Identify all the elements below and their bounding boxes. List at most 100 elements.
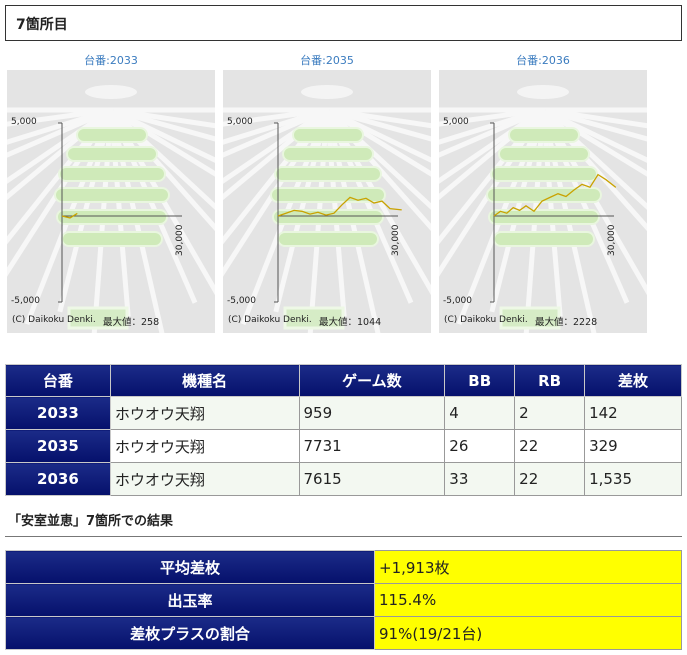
- x-tick-label: 30,000: [391, 224, 401, 257]
- copyright-label: (C) Daikoku Denki.: [228, 315, 312, 325]
- game-count: 7731: [298, 429, 446, 463]
- decor-ray: [109, 107, 215, 163]
- graph-panel-2035: 台番:2035 5,000 -5,000 30,000 最大値：1044 (C) Dai…: [223, 52, 431, 333]
- copyright-label: (C) Daikoku Denki.: [12, 315, 96, 325]
- decor-top: [85, 85, 137, 99]
- machine-name: ホウオウ天翔: [109, 429, 300, 463]
- rb-count: 22: [514, 462, 586, 496]
- summary-label: 出玉率: [5, 583, 375, 617]
- column-header: 差枚: [584, 364, 682, 397]
- decor-ray: [7, 107, 112, 145]
- decor-tier: [56, 209, 168, 225]
- y-tick-label: 5,000: [443, 117, 469, 127]
- max-value-label: 最大値：1044: [319, 317, 382, 328]
- y-tick-label: 5,000: [227, 117, 253, 127]
- decor-tier: [498, 146, 590, 162]
- summary-value: +1,913枚: [374, 550, 682, 584]
- series-line: [493, 173, 617, 217]
- graph-title: 台番:2036: [516, 54, 570, 67]
- diff-medals: 329: [584, 429, 682, 463]
- series-line: [61, 212, 78, 219]
- machine-table: 台番 機種名 ゲーム数 BB RB 差枚 2033 ホウオウ天翔 959 4 2…: [5, 364, 682, 496]
- decor-tier: [493, 231, 595, 247]
- rb-count: 22: [514, 429, 586, 463]
- decor-ray: [324, 108, 431, 296]
- decor-tier: [508, 127, 580, 143]
- decor-tier: [61, 231, 163, 247]
- summary-value: 91%(19/21台): [374, 616, 682, 650]
- max-value-label: 最大値：2228: [535, 317, 598, 328]
- summary-row: 平均差枚 +1,913枚: [5, 550, 682, 584]
- decor-ray: [325, 107, 431, 163]
- decor-ray: [110, 107, 215, 142]
- slump-graph: 5,000 -5,000 30,000 最大値：1044 (C) Daikoku Den…: [223, 70, 431, 333]
- decor-ray: [7, 107, 112, 127]
- diff-medals: 142: [584, 396, 682, 430]
- summary-label: 差枚プラスの割合: [5, 616, 375, 650]
- decor-ray: [108, 108, 215, 296]
- game-count: 7615: [298, 462, 446, 496]
- summary-label: 平均差枚: [5, 550, 375, 584]
- x-tick-label: 30,000: [175, 224, 185, 257]
- decor-base: [283, 306, 345, 330]
- y-tick-label: -5,000: [11, 296, 41, 306]
- decor-tier: [277, 231, 379, 247]
- machine-number: 2035: [5, 429, 111, 463]
- decor-ray: [223, 107, 328, 145]
- max-value-label: 最大値：258: [103, 317, 160, 328]
- machine-name: ホウオウ天翔: [109, 396, 300, 430]
- decor-tier: [58, 166, 166, 182]
- graph-svg: [223, 85, 431, 333]
- decor-top: [517, 85, 569, 99]
- decor-base: [67, 306, 129, 330]
- machine-name: ホウオウ天翔: [109, 462, 300, 496]
- decor-tier: [490, 166, 598, 182]
- x-tick-label: 30,000: [607, 224, 617, 257]
- decor-tier: [272, 209, 384, 225]
- table-row: 2036 ホウオウ天翔 7615 33 22 1,535: [5, 462, 682, 496]
- y-tick-label: -5,000: [227, 296, 257, 306]
- bb-count: 4: [444, 396, 516, 430]
- decor-tier: [282, 146, 374, 162]
- section-title: 7箇所目: [5, 5, 682, 41]
- summary-row: 出玉率 115.4%: [5, 583, 682, 617]
- bb-count: 26: [444, 429, 516, 463]
- decor-tier: [292, 127, 364, 143]
- decor-ray: [223, 107, 328, 127]
- graph-panel-2033: 台番:2033 5,000 -5,000 30,000 最大値：258 (C) Daik…: [7, 52, 215, 333]
- y-tick-label: -5,000: [443, 296, 473, 306]
- decor-ray: [326, 107, 431, 142]
- decor-tier: [270, 187, 386, 203]
- decor-ray: [439, 107, 544, 127]
- table-row: 2035 ホウオウ天翔 7731 26 22 329: [5, 429, 682, 463]
- bb-count: 33: [444, 462, 516, 496]
- slump-graph: 5,000 -5,000 30,000 最大値：2228 (C) Daikoku Den…: [439, 70, 647, 333]
- graph-svg: [7, 85, 215, 333]
- decor-tier: [54, 187, 170, 203]
- table-header-row: 台番 機種名 ゲーム数 BB RB 差枚: [5, 364, 682, 397]
- table-row: 2033 ホウオウ天翔 959 4 2 142: [5, 396, 682, 430]
- summary-row: 差枚プラスの割合 91%(19/21台): [5, 616, 682, 650]
- summary-table: 平均差枚 +1,913枚 出玉率 115.4% 差枚プラスの割合 91%(19/…: [5, 550, 682, 650]
- graph-title: 台番:2035: [300, 54, 354, 67]
- divider: [5, 536, 682, 537]
- decor-tier: [76, 127, 148, 143]
- graph-svg: [439, 85, 647, 333]
- result-title: 「安室並恵」7箇所での結果: [8, 514, 174, 529]
- copyright-label: (C) Daikoku Denki.: [444, 315, 528, 325]
- y-tick-label: 5,000: [11, 117, 37, 127]
- decor-top: [301, 85, 353, 99]
- decor-ray: [542, 107, 647, 142]
- decor-ray: [542, 107, 647, 129]
- column-header: 台番: [5, 364, 111, 397]
- decor-ray: [540, 108, 647, 296]
- column-header: 機種名: [109, 364, 300, 397]
- machine-number: 2033: [5, 396, 111, 430]
- graph-title: 台番:2033: [84, 54, 138, 67]
- decor-ray: [7, 107, 112, 158]
- decor-tier: [66, 146, 158, 162]
- rb-count: 2: [514, 396, 586, 430]
- slump-graph: 5,000 -5,000 30,000 最大値：258 (C) Daikoku Denk…: [7, 70, 215, 333]
- decor-tier: [488, 209, 600, 225]
- decor-ray: [223, 107, 328, 158]
